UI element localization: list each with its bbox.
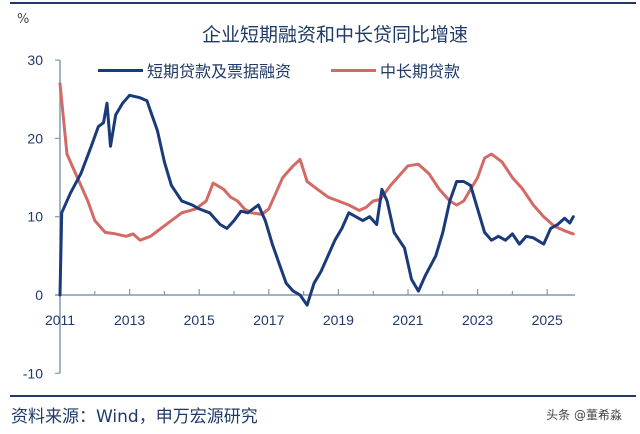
legend-swatch-blue bbox=[98, 68, 143, 72]
legend-swatch-red bbox=[331, 68, 377, 72]
y-tick-label: -10 bbox=[23, 365, 43, 381]
x-tick-label: 2019 bbox=[323, 312, 354, 328]
x-tick-label: 2025 bbox=[532, 312, 563, 328]
legend: 短期贷款及票据融资 中长期贷款 bbox=[98, 58, 460, 82]
top-rule bbox=[10, 2, 636, 4]
y-tick-label: 20 bbox=[27, 130, 43, 146]
series-long-term-line bbox=[58, 82, 575, 242]
x-tick-label: 2023 bbox=[462, 312, 493, 328]
chart-title: 企业短期融资和中长贷同比增速 bbox=[201, 24, 468, 46]
x-tick-label: 2021 bbox=[392, 312, 423, 328]
y-tick-label: 0 bbox=[35, 287, 43, 303]
bottom-rule bbox=[10, 395, 636, 397]
watermark: 头条 @董希淼 bbox=[546, 408, 622, 422]
x-tick-label: 2013 bbox=[114, 312, 145, 328]
axes: 30 20 10 0 -10 2011 2013 2015 2017 2019 2021 2023 20… bbox=[23, 52, 576, 381]
series-lines bbox=[58, 82, 575, 307]
legend-label: 短期贷款及票据融资 bbox=[147, 62, 292, 81]
x-tick-label: 2017 bbox=[253, 312, 284, 328]
legend-item-long-term: 中长期贷款 bbox=[331, 58, 460, 82]
x-tick-label: 2011 bbox=[45, 312, 75, 328]
series-short-term-line bbox=[58, 93, 575, 307]
legend-label: 中长期贷款 bbox=[380, 62, 461, 81]
source-note: 资料来源：Wind，申万宏源研究 bbox=[11, 407, 258, 427]
y-axis-unit: % bbox=[17, 12, 30, 27]
legend-item-short-term: 短期贷款及票据融资 bbox=[98, 58, 291, 82]
y-tick-label: 30 bbox=[27, 52, 43, 68]
x-tick-label: 2015 bbox=[184, 312, 215, 328]
y-tick-label: 10 bbox=[27, 209, 43, 225]
